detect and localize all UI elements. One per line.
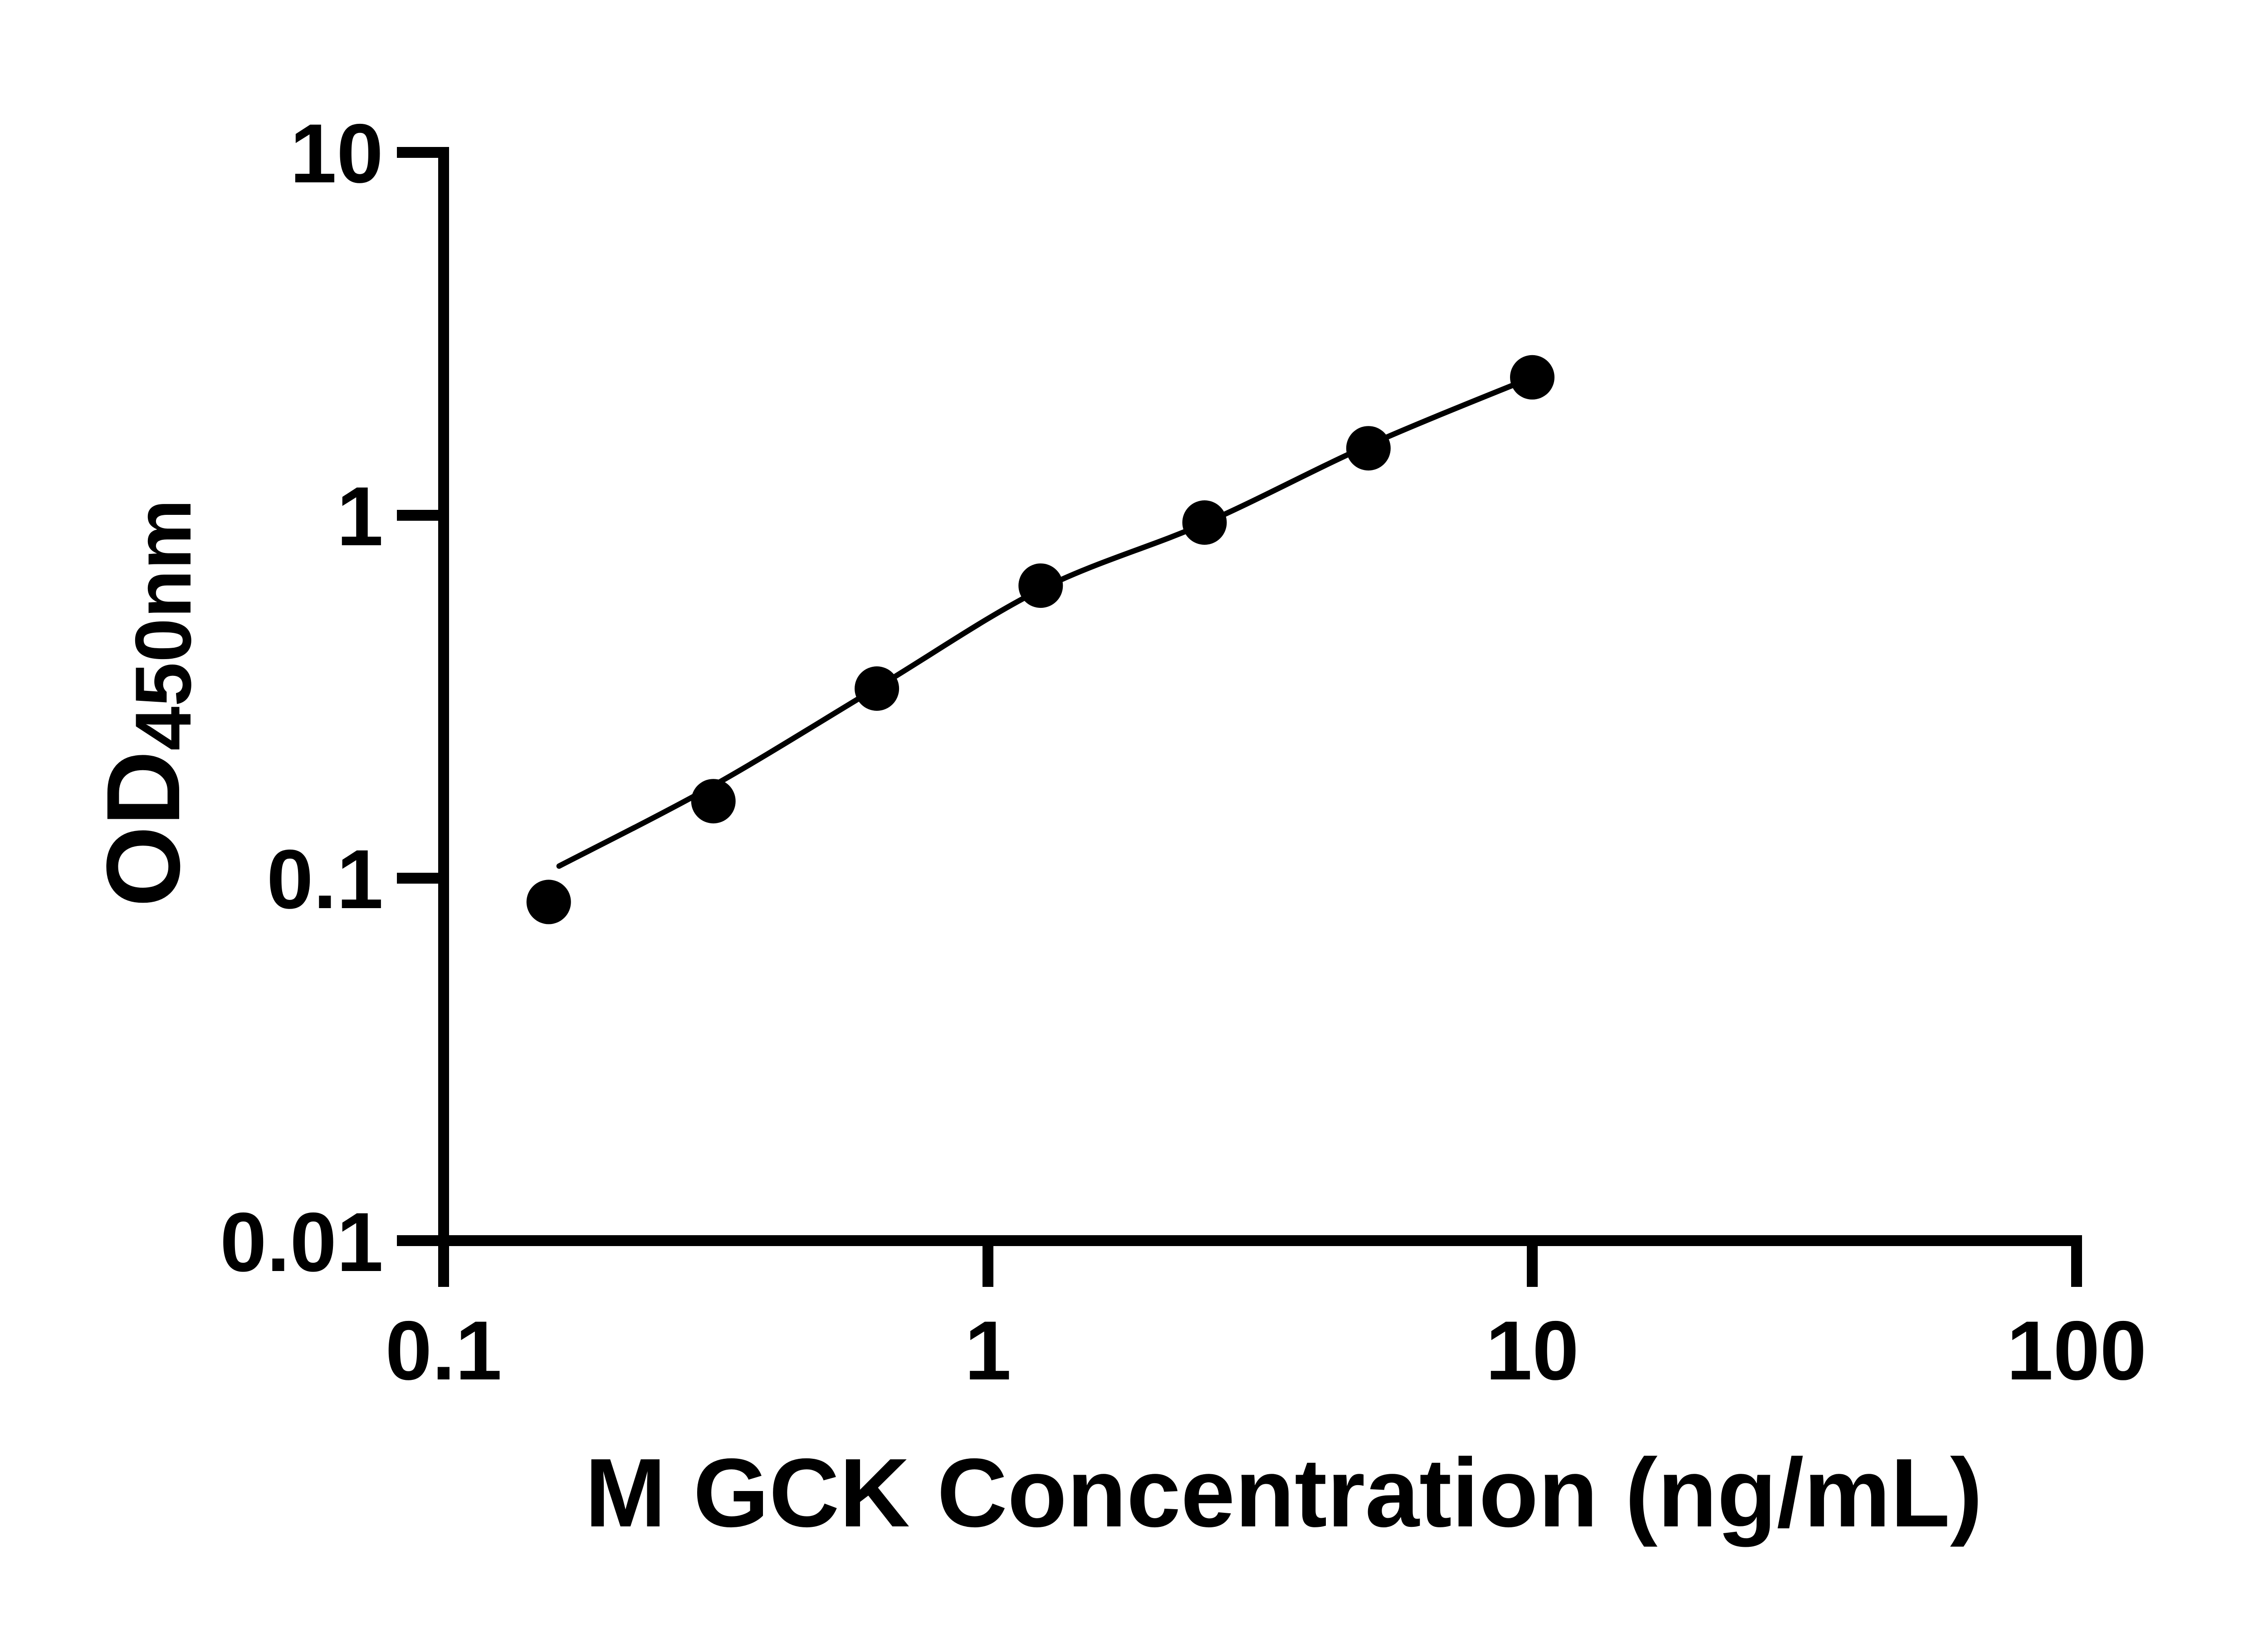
data-point xyxy=(691,779,736,824)
y-axis-title: OD450nm xyxy=(85,499,208,907)
x-tick-label-10: 10 xyxy=(1486,1304,1579,1398)
y-axis-title-main: OD xyxy=(85,751,201,907)
data-point xyxy=(1182,500,1227,545)
data-point xyxy=(1510,355,1554,400)
y-tick-label-0p1: 0.1 xyxy=(267,833,383,926)
y-tick-label-10: 10 xyxy=(290,107,383,200)
x-tick-label-100: 100 xyxy=(2007,1304,2147,1398)
x-axis-title: M GCK Concentration (ng/mL) xyxy=(585,1438,1982,1547)
data-point xyxy=(1346,426,1391,471)
x-tick-label-1: 1 xyxy=(965,1304,1012,1398)
y-tick-label-1: 1 xyxy=(337,470,383,563)
y-axis-title-subscript: 450nm xyxy=(119,499,208,750)
data-point xyxy=(855,666,899,711)
data-point xyxy=(1018,563,1063,608)
y-axis: 10 1 0.1 0.01 xyxy=(220,107,449,1289)
data-points xyxy=(526,355,1554,924)
y-tick-label-0p01: 0.01 xyxy=(220,1196,383,1289)
data-point xyxy=(526,880,571,924)
x-tick-label-0p1: 0.1 xyxy=(385,1304,502,1398)
x-axis: 0.1 1 10 100 xyxy=(385,1235,2146,1398)
